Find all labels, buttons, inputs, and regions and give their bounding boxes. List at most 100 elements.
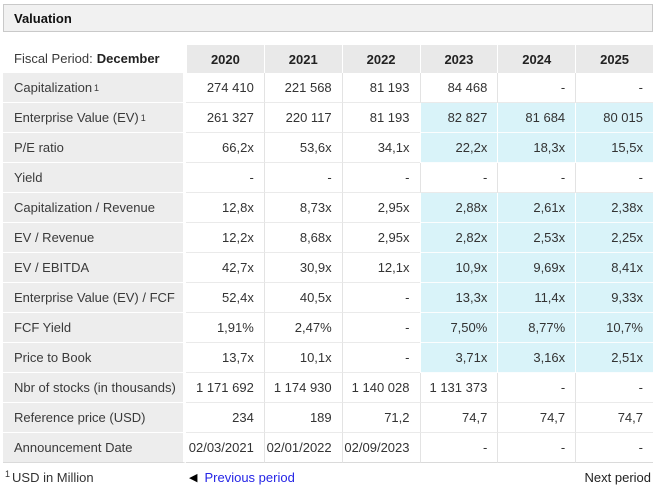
cell-2022: 81 193 — [342, 103, 420, 133]
cell-2024: 81 684 — [497, 103, 575, 133]
cell-2023: 22,2x — [420, 133, 498, 163]
cell-2025: 10,7% — [575, 313, 653, 343]
year-header-2020: 2020 — [186, 45, 264, 73]
cell-2025: - — [575, 73, 653, 103]
cell-2020: 274 410 — [186, 73, 264, 103]
cell-2024: 11,4x — [497, 283, 575, 313]
cell-2021: 10,1x — [264, 343, 342, 373]
fiscal-period-label: Fiscal Period: December — [3, 45, 186, 73]
table-row: Enterprise Value (EV)1261 327220 11781 1… — [3, 103, 653, 133]
row-label: Nbr of stocks (in thousands) — [3, 373, 186, 403]
previous-arrow-icon: ◀ — [189, 471, 197, 484]
table-header-row: Fiscal Period: December 2020202120222023… — [3, 45, 653, 73]
cell-2023: 1 131 373 — [420, 373, 498, 403]
table-row: Capitalization / Revenue12,8x8,73x2,95x2… — [3, 193, 653, 223]
usd-note: 1USD in Million — [3, 470, 183, 485]
cell-2022: 2,95x — [342, 223, 420, 253]
cell-2021: 221 568 — [264, 73, 342, 103]
year-header-2025: 2025 — [575, 45, 653, 73]
cell-2024: 8,77% — [497, 313, 575, 343]
cell-2022: - — [342, 343, 420, 373]
fiscal-period-text: Fiscal Period: — [14, 51, 93, 66]
cell-2022: 1 140 028 — [342, 373, 420, 403]
cell-2025: 74,7 — [575, 403, 653, 433]
cell-2022: - — [342, 283, 420, 313]
table-row: Reference price (USD)23418971,274,774,77… — [3, 403, 653, 433]
cell-2020: 261 327 — [186, 103, 264, 133]
cell-2025: 8,41x — [575, 253, 653, 283]
row-label: Price to Book — [3, 343, 186, 373]
row-label: Announcement Date — [3, 433, 186, 463]
cell-2020: 52,4x — [186, 283, 264, 313]
cell-2021: 1 174 930 — [264, 373, 342, 403]
cell-2025: - — [575, 373, 653, 403]
row-label: Reference price (USD) — [3, 403, 186, 433]
table-row: Capitalization1274 410221 56881 19384 46… — [3, 73, 653, 103]
year-header-2024: 2024 — [497, 45, 575, 73]
cell-2025: - — [575, 433, 653, 463]
cell-2025: 80 015 — [575, 103, 653, 133]
cell-2023: 2,88x — [420, 193, 498, 223]
cell-2022: - — [342, 163, 420, 193]
cell-2025: - — [575, 163, 653, 193]
year-header-2023: 2023 — [420, 45, 498, 73]
table-row: Enterprise Value (EV) / FCF52,4x40,5x-13… — [3, 283, 653, 313]
cell-2022: 02/09/2023 — [342, 433, 420, 463]
cell-2022: - — [342, 313, 420, 343]
cell-2023: - — [420, 163, 498, 193]
cell-2024: - — [497, 73, 575, 103]
row-label: EV / Revenue — [3, 223, 186, 253]
cell-2023: 2,82x — [420, 223, 498, 253]
cell-2022: 71,2 — [342, 403, 420, 433]
section-title: Valuation — [14, 11, 72, 26]
cell-2023: 82 827 — [420, 103, 498, 133]
cell-2020: 12,2x — [186, 223, 264, 253]
next-period-link[interactable]: Next period — [585, 470, 653, 485]
table-row: EV / EBITDA42,7x30,9x12,1x10,9x9,69x8,41… — [3, 253, 653, 283]
cell-2020: 1,91% — [186, 313, 264, 343]
cell-2025: 9,33x — [575, 283, 653, 313]
cell-2020: 66,2x — [186, 133, 264, 163]
table-row: Announcement Date02/03/202102/01/202202/… — [3, 433, 653, 463]
table-row: EV / Revenue12,2x8,68x2,95x2,82x2,53x2,2… — [3, 223, 653, 253]
cell-2020: 234 — [186, 403, 264, 433]
cell-2024: 3,16x — [497, 343, 575, 373]
row-label: P/E ratio — [3, 133, 186, 163]
cell-2022: 34,1x — [342, 133, 420, 163]
row-label: Capitalization1 — [3, 73, 186, 103]
cell-2021: 8,73x — [264, 193, 342, 223]
year-header-2022: 2022 — [342, 45, 420, 73]
fiscal-period-value: December — [97, 51, 160, 66]
cell-2020: 42,7x — [186, 253, 264, 283]
cell-2020: 13,7x — [186, 343, 264, 373]
cell-2024: 74,7 — [497, 403, 575, 433]
row-label: FCF Yield — [3, 313, 186, 343]
cell-2023: 7,50% — [420, 313, 498, 343]
year-header-2021: 2021 — [264, 45, 342, 73]
cell-2024: 2,53x — [497, 223, 575, 253]
cell-2021: - — [264, 163, 342, 193]
row-label: Capitalization / Revenue — [3, 193, 186, 223]
cell-2023: 3,71x — [420, 343, 498, 373]
table-footer: 1USD in Million ◀ Previous period Next p… — [3, 470, 653, 485]
cell-2025: 2,38x — [575, 193, 653, 223]
table-row: Price to Book13,7x10,1x-3,71x3,16x2,51x — [3, 343, 653, 373]
row-label: Enterprise Value (EV)1 — [3, 103, 186, 133]
cell-2020: - — [186, 163, 264, 193]
cell-2024: - — [497, 373, 575, 403]
cell-2023: - — [420, 433, 498, 463]
table-body: Capitalization1274 410221 56881 19384 46… — [3, 73, 653, 463]
row-label: Yield — [3, 163, 186, 193]
cell-2021: 2,47% — [264, 313, 342, 343]
cell-2024: - — [497, 433, 575, 463]
cell-2025: 15,5x — [575, 133, 653, 163]
cell-2025: 2,51x — [575, 343, 653, 373]
previous-period-link[interactable]: ◀ Previous period — [189, 470, 295, 485]
table-row: Yield------ — [3, 163, 653, 193]
valuation-panel: Valuation Fiscal Period: December 202020… — [0, 4, 656, 485]
cell-2023: 13,3x — [420, 283, 498, 313]
cell-2024: 2,61x — [497, 193, 575, 223]
cell-2021: 220 117 — [264, 103, 342, 133]
cell-2021: 8,68x — [264, 223, 342, 253]
previous-period-label: Previous period — [204, 470, 294, 485]
